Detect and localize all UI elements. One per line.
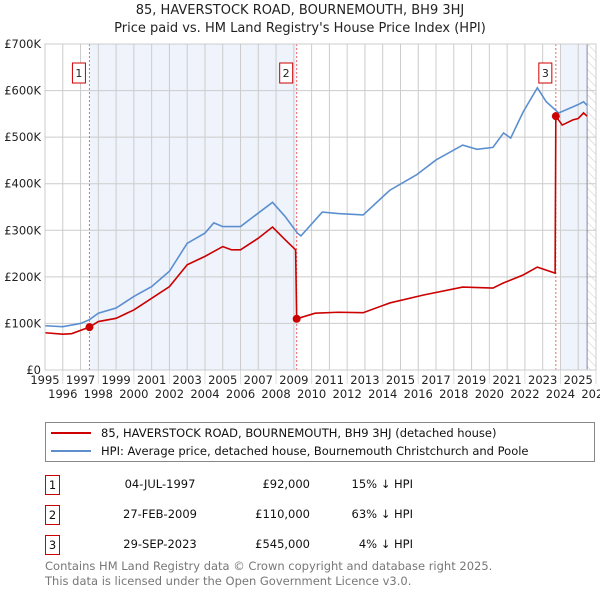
legend-item-hpi: HPI: Average price, detached house, Bour… (51, 443, 529, 459)
x-tick-label: 2016 (404, 387, 433, 401)
legend-swatch-blue (51, 450, 91, 452)
transaction-hpi-diff: 4% ↓ HPI (358, 537, 413, 551)
x-tick-label: 2001 (137, 373, 166, 387)
x-tick-label: 2024 (546, 387, 575, 401)
x-tick-label: 2005 (208, 373, 237, 387)
sale-label-box (71, 62, 86, 84)
x-tick-label: 2011 (315, 373, 344, 387)
transaction-hpi-diff: 63% ↓ HPI (351, 507, 413, 521)
hpi-line (44, 86, 588, 328)
footer-licence: This data is licensed under the Open Gov… (45, 574, 412, 588)
sale-label: 1 (75, 67, 82, 80)
y-tick-label: £600K (4, 84, 41, 98)
x-tick-label: 2013 (350, 373, 379, 387)
transaction-price: £545,000 (255, 537, 310, 551)
x-tick-label: 2007 (244, 373, 273, 387)
transaction-date: 29-SEP-2023 (123, 537, 197, 551)
legend-swatch-red (51, 432, 91, 434)
x-tick-label: 2021 (492, 373, 521, 387)
transaction-hpi-diff: 15% ↓ HPI (351, 477, 413, 491)
x-tick-label: 2022 (510, 387, 539, 401)
legend-label: HPI: Average price, detached house, Bour… (101, 444, 529, 458)
y-tick-label: £700K (4, 37, 41, 51)
x-tick-label: 1999 (101, 373, 130, 387)
transaction-number: 2 (45, 505, 60, 525)
transaction-number: 3 (45, 535, 60, 555)
x-tick-label: 2019 (457, 373, 486, 387)
sale-point (551, 112, 560, 121)
price-paid-line (44, 111, 588, 335)
y-tick-label: £100K (4, 316, 41, 330)
x-tick-label: 2006 (226, 387, 255, 401)
legend-item-property: 85, HAVERSTOCK ROAD, BOURNEMOUTH, BH9 3H… (51, 425, 496, 441)
sale-point (85, 323, 94, 332)
y-tick-label: £200K (4, 270, 41, 284)
transaction-number: 1 (45, 475, 60, 495)
sale-label: 2 (283, 67, 290, 80)
chart-title: 85, HAVERSTOCK ROAD, BOURNEMOUTH, BH9 3H… (135, 3, 465, 18)
y-tick-label: £500K (4, 130, 41, 144)
sale-point (292, 314, 301, 323)
x-tick-label: 2010 (297, 387, 326, 401)
x-tick-label: 2012 (333, 387, 362, 401)
price-chart: 1995199619971998199920002001200220032004… (4, 37, 600, 401)
transaction-date: 27-FEB-2009 (123, 507, 197, 521)
shaded-period (560, 44, 588, 370)
x-tick-label: 2008 (261, 387, 290, 401)
transaction-price: £92,000 (262, 477, 310, 491)
y-tick-label: £0 (26, 363, 41, 377)
x-tick-label: 1997 (66, 373, 95, 387)
x-tick-label: 2018 (439, 387, 468, 401)
y-tick-label: £400K (4, 177, 41, 191)
sale-label-box (538, 62, 553, 84)
x-tick-label: 2004 (190, 387, 219, 401)
x-tick-label: 2020 (475, 387, 504, 401)
chart-subtitle: Price paid vs. HM Land Registry's House … (114, 21, 486, 36)
legend: 85, HAVERSTOCK ROAD, BOURNEMOUTH, BH9 3H… (45, 422, 595, 462)
x-tick-label: 2002 (155, 387, 184, 401)
y-tick-label: £300K (4, 223, 41, 237)
legend-label: 85, HAVERSTOCK ROAD, BOURNEMOUTH, BH9 3H… (101, 426, 497, 440)
x-tick-label: 2015 (386, 373, 415, 387)
x-tick-label: 2025 (564, 373, 593, 387)
x-tick-label: 2026 (581, 387, 600, 401)
forecast-hatch (587, 44, 596, 370)
transaction-date: 04-JUL-1997 (124, 477, 196, 491)
sale-label: 3 (542, 67, 549, 80)
shaded-period (89, 44, 297, 370)
x-tick-label: 2014 (368, 387, 397, 401)
sale-label-box (279, 62, 294, 84)
x-tick-label: 1998 (84, 387, 113, 401)
x-tick-label: 1996 (48, 387, 77, 401)
x-tick-label: 1995 (30, 373, 59, 387)
footer-copyright: Contains HM Land Registry data © Crown c… (45, 559, 493, 573)
transaction-price: £110,000 (255, 507, 310, 521)
x-tick-label: 2009 (279, 373, 308, 387)
x-tick-label: 2000 (119, 387, 148, 401)
x-tick-label: 2003 (173, 373, 202, 387)
x-tick-label: 2017 (421, 373, 450, 387)
x-tick-label: 2023 (528, 373, 557, 387)
plot-border (44, 43, 597, 371)
